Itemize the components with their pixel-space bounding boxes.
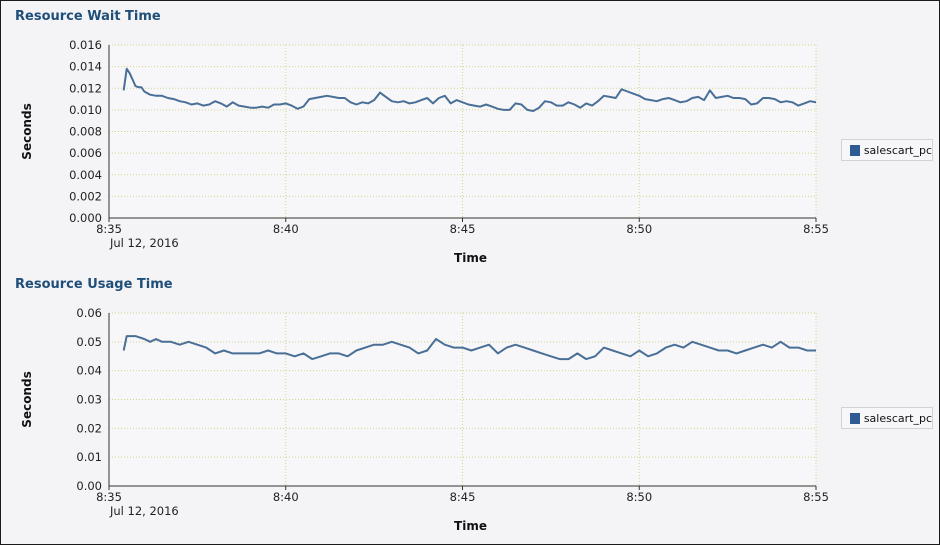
- y-tick-label: 0.000: [69, 211, 102, 225]
- x-axis-title: Time: [454, 519, 487, 533]
- chart-panel-wait: Resource Wait Time 0.000 0.002 0.004 0.006 0…: [1, 1, 939, 269]
- x-tick-label: 8:35: [96, 490, 122, 504]
- x-tick-label: 8:40: [273, 222, 299, 236]
- x-axis-title: Time: [454, 251, 487, 265]
- y-tick-label: 0.05: [76, 335, 102, 349]
- y-tick-label: 0.00: [76, 479, 102, 493]
- legend[interactable]: salescart_pc: [841, 407, 933, 429]
- x-tick-label: 8:55: [803, 490, 829, 504]
- y-tick-label: 0.002: [69, 189, 102, 203]
- plot-area: 0.00 0.01 0.02 0.03 0.04 0.05 0.06 8:35 8:40 8:45…: [20, 306, 829, 533]
- x-date-label: Jul 12, 2016: [109, 504, 179, 518]
- legend-label: salescart_pc: [863, 143, 932, 157]
- y-tick-label: 0.016: [69, 38, 102, 52]
- y-tick-label: 0.004: [69, 168, 102, 182]
- y-tick-label: 0.02: [76, 421, 102, 435]
- legend-label: salescart_pc: [863, 411, 932, 425]
- y-tick-label: 0.008: [69, 125, 102, 139]
- x-tick-label: 8:40: [273, 490, 299, 504]
- x-tick-label: 8:35: [96, 222, 122, 236]
- x-date-label: Jul 12, 2016: [109, 236, 179, 250]
- chart-title: Resource Wait Time: [15, 9, 161, 24]
- series-line: [122, 67, 816, 112]
- x-tick-label: 8:50: [626, 222, 652, 236]
- legend-swatch: [850, 144, 860, 156]
- y-tick-label: 0.014: [69, 60, 102, 74]
- x-tick-label: 8:50: [626, 490, 652, 504]
- x-tick-label: 8:55: [803, 222, 829, 236]
- legend[interactable]: salescart_pc: [841, 139, 933, 161]
- y-tick-label: 0.012: [69, 81, 102, 95]
- y-tick-label: 0.06: [76, 306, 102, 320]
- y-tick-label: 0.006: [69, 146, 102, 160]
- x-tick-label: 8:45: [450, 490, 476, 504]
- y-tick-label: 0.03: [76, 393, 102, 407]
- y-tick-label: 0.04: [76, 364, 102, 378]
- legend-swatch: [850, 412, 860, 424]
- y-tick-label: 0.01: [76, 450, 102, 464]
- series-line: [122, 335, 816, 361]
- x-tick-label: 8:45: [450, 222, 476, 236]
- plot-area: 0.000 0.002 0.004 0.006 0.008 0.010 0.012 0.014…: [20, 38, 829, 265]
- chart-panel-usage: Resource Usage Time 0.00 0.01 0.02 0.03 0.04…: [1, 269, 939, 537]
- y-axis-title: Seconds: [20, 103, 34, 159]
- chart-title: Resource Usage Time: [15, 277, 173, 292]
- y-axis-title: Seconds: [20, 371, 34, 427]
- y-tick-label: 0.010: [69, 103, 102, 117]
